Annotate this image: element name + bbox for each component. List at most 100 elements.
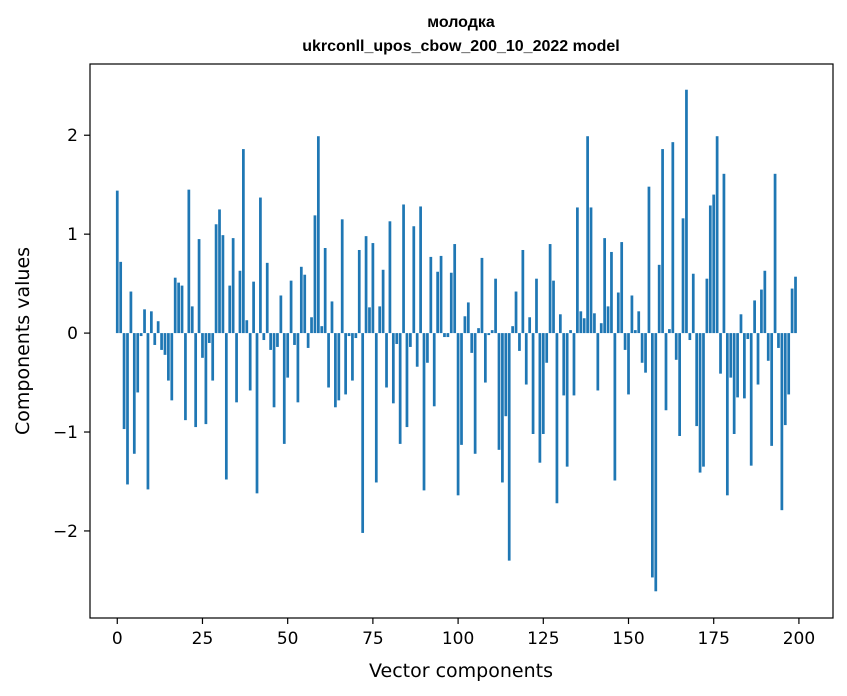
x-tick-label: 0 bbox=[112, 629, 123, 649]
bar bbox=[528, 317, 532, 334]
bars-group bbox=[115, 89, 797, 592]
bar bbox=[402, 204, 405, 334]
bar bbox=[201, 333, 204, 358]
bar bbox=[248, 333, 252, 391]
bar bbox=[340, 219, 344, 334]
bar bbox=[374, 333, 378, 483]
bar bbox=[398, 333, 402, 444]
y-axis-label: Components values bbox=[12, 247, 34, 435]
bar bbox=[773, 173, 777, 334]
bar bbox=[460, 333, 463, 445]
bar bbox=[426, 333, 429, 363]
x-tick-label: 25 bbox=[192, 629, 214, 649]
bar bbox=[245, 320, 249, 334]
y-tick-label: −1 bbox=[53, 423, 78, 443]
bar bbox=[586, 136, 589, 334]
bar bbox=[279, 295, 283, 334]
bar bbox=[725, 333, 729, 496]
bar bbox=[729, 333, 733, 378]
bar bbox=[456, 333, 460, 496]
bar bbox=[548, 244, 552, 334]
bar bbox=[173, 277, 177, 334]
bar bbox=[149, 311, 153, 334]
bar bbox=[685, 89, 688, 334]
bar bbox=[419, 206, 422, 334]
bar bbox=[535, 278, 538, 334]
bar bbox=[494, 278, 497, 334]
bar bbox=[708, 205, 712, 334]
bar bbox=[565, 333, 569, 467]
x-axis-label: Vector components bbox=[369, 660, 553, 682]
bar bbox=[429, 256, 433, 334]
bar bbox=[518, 333, 521, 351]
bar bbox=[593, 313, 596, 334]
bar bbox=[296, 333, 300, 403]
bar bbox=[558, 314, 562, 334]
chart-title: молодка ukrconll_upos_cbow_200_10_2022 m… bbox=[302, 14, 619, 55]
bar bbox=[783, 333, 787, 426]
bar bbox=[497, 333, 501, 450]
bar bbox=[282, 333, 286, 444]
bar bbox=[156, 321, 160, 334]
bar bbox=[715, 136, 719, 334]
bar bbox=[364, 236, 368, 334]
bar bbox=[259, 197, 262, 334]
y-tick-label: −2 bbox=[53, 522, 78, 542]
bar bbox=[262, 333, 266, 341]
bar bbox=[334, 333, 337, 408]
bar bbox=[603, 238, 607, 334]
bar bbox=[453, 244, 457, 334]
bar bbox=[344, 333, 347, 395]
bar bbox=[524, 333, 528, 385]
bar bbox=[143, 309, 146, 334]
bar bbox=[596, 333, 600, 391]
bar bbox=[439, 255, 443, 334]
bar bbox=[391, 333, 395, 404]
bar bbox=[224, 333, 228, 480]
bar bbox=[310, 317, 313, 334]
bar bbox=[136, 333, 140, 393]
bar bbox=[221, 235, 225, 334]
bar bbox=[146, 333, 150, 490]
bar bbox=[194, 333, 198, 428]
bar bbox=[627, 333, 630, 395]
bar bbox=[640, 333, 644, 363]
x-tick-label: 100 bbox=[442, 629, 474, 649]
plot-frame bbox=[89, 63, 834, 619]
bar bbox=[470, 333, 474, 353]
bar bbox=[753, 300, 756, 334]
bar bbox=[405, 333, 409, 428]
bar bbox=[569, 330, 572, 334]
bar bbox=[306, 333, 310, 348]
bar bbox=[702, 333, 705, 467]
bar bbox=[269, 333, 272, 350]
bar bbox=[170, 333, 174, 401]
bar bbox=[477, 328, 480, 334]
bar bbox=[303, 274, 307, 334]
bar bbox=[647, 186, 651, 334]
bar bbox=[664, 333, 668, 411]
bar bbox=[732, 333, 736, 434]
bar bbox=[327, 333, 330, 388]
bar bbox=[538, 333, 542, 463]
bar bbox=[449, 272, 453, 334]
bar bbox=[122, 333, 126, 430]
bar bbox=[780, 333, 784, 511]
bar bbox=[119, 261, 123, 334]
bar bbox=[163, 333, 167, 355]
bar bbox=[409, 333, 412, 347]
y-tick-label: 0 bbox=[67, 324, 78, 344]
bar bbox=[153, 333, 157, 345]
bar bbox=[276, 333, 279, 347]
bar bbox=[739, 314, 743, 334]
bar bbox=[214, 224, 218, 334]
bar bbox=[695, 333, 699, 427]
bar bbox=[378, 306, 382, 334]
bar bbox=[436, 271, 440, 334]
bar bbox=[354, 333, 358, 339]
bar bbox=[760, 289, 763, 334]
bar bbox=[582, 318, 586, 334]
bar bbox=[347, 333, 351, 337]
bar bbox=[610, 251, 613, 334]
chart-title-line2: ukrconll_upos_cbow_200_10_2022 model bbox=[302, 38, 619, 55]
